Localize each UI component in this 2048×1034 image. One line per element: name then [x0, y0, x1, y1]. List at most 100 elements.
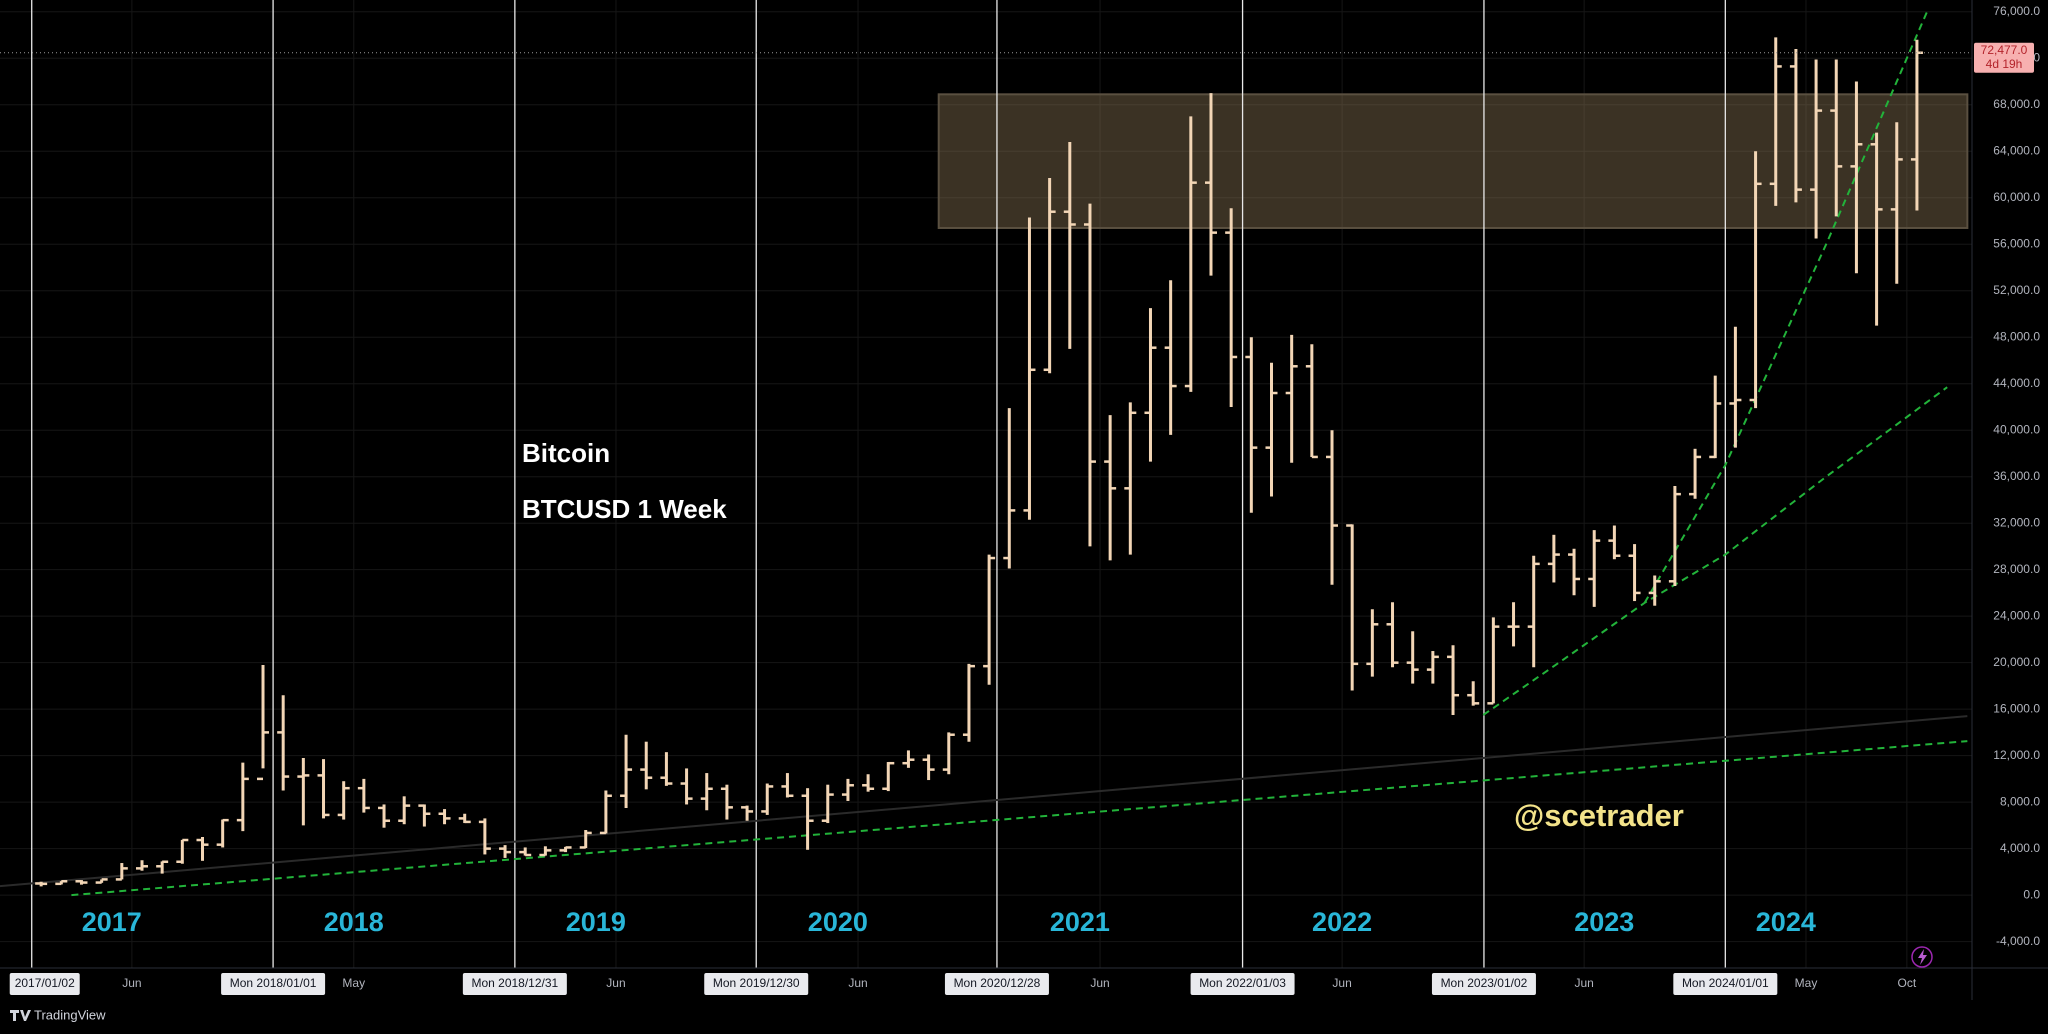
y-tick-label: 12,000.0 — [1993, 748, 2040, 762]
ohlc-bar — [841, 778, 854, 801]
x-tick-label: Jun — [122, 976, 141, 990]
x-tick-label: Jun — [1332, 976, 1351, 990]
period-label-box — [1431, 973, 1536, 995]
x-tick-label: Oct — [1898, 976, 1917, 990]
period-label: Mon 2018/01/01 — [230, 976, 317, 990]
y-tick-label: 44,000.0 — [1993, 376, 2040, 390]
ohlc-bar — [821, 784, 834, 824]
ohlc-bar — [680, 768, 693, 805]
ohlc-bar — [35, 881, 48, 887]
ohlc-bar — [1709, 375, 1722, 459]
ohlc-bar — [660, 752, 673, 786]
x-tick-label: May — [1795, 976, 1818, 990]
trendline — [0, 715, 1968, 888]
ohlc-bar — [1366, 609, 1379, 677]
ohlc-bar — [135, 860, 148, 871]
ohlc-bar — [741, 805, 754, 821]
x-tick-label: Jun — [1090, 976, 1109, 990]
ohlc-bar — [1588, 530, 1601, 607]
y-tick-label: 60,000.0 — [1993, 190, 2040, 204]
y-tick-label: 36,000.0 — [1993, 469, 2040, 483]
ohlc-bar — [1830, 59, 1843, 217]
x-tick-label: Jun — [606, 976, 625, 990]
ohlc-bar — [1689, 448, 1702, 499]
ohlc-bar — [1729, 326, 1742, 448]
ohlc-bar — [1487, 617, 1500, 705]
y-tick-label: 32,000.0 — [1993, 515, 2040, 529]
ohlc-bar — [277, 695, 290, 791]
ohlc-bar — [942, 732, 955, 775]
ohlc-bar — [902, 750, 915, 768]
ohlc-bar — [1568, 548, 1581, 596]
period-label-box — [1190, 973, 1295, 995]
ohlc-bar — [519, 847, 532, 857]
ohlc-bar — [962, 663, 975, 742]
alert-icon[interactable] — [1911, 946, 1933, 968]
y-tick-label: 64,000.0 — [1993, 143, 2040, 157]
period-label-box — [1673, 973, 1778, 995]
year-label: 2024 — [1756, 907, 1816, 937]
y-tick-label: 56,000.0 — [1993, 236, 2040, 250]
ohlc-bar — [983, 554, 996, 685]
ohlc-bar — [882, 761, 895, 792]
author-handle: @scetrader — [1514, 798, 1684, 833]
last-price-label: 72,477.0 — [1981, 43, 2028, 57]
ohlc-bar — [862, 774, 875, 792]
ohlc-bar — [720, 784, 733, 820]
period-label-box — [704, 973, 809, 995]
y-tick-label: 40,000.0 — [1993, 422, 2040, 436]
ohlc-bar — [1870, 132, 1883, 326]
y-tick-label: 52,000.0 — [1993, 283, 2040, 297]
ohlc-bar — [398, 796, 411, 825]
ohlc-bar — [539, 846, 552, 857]
ohlc-bar — [1648, 575, 1661, 606]
period-label: Mon 2019/12/30 — [713, 976, 800, 990]
ohlc-bar — [196, 836, 209, 861]
overlay: -4,000.0 0.0 4,000.0 8,000.0 12,000.0 16,000.… — [9, 4, 2040, 995]
year-label: 2020 — [808, 907, 868, 937]
ohlc-bar — [1547, 534, 1560, 583]
trendline — [1643, 11, 1928, 604]
period-label-box — [944, 973, 1049, 995]
year-label: 2019 — [566, 907, 626, 937]
period-label: Mon 2018/12/31 — [471, 976, 558, 990]
ohlc-bar — [418, 804, 431, 827]
ohlc-bar — [1346, 524, 1359, 691]
ohlc-bar — [156, 860, 169, 874]
ohlc-bar — [257, 664, 270, 781]
ohlc-bar — [559, 846, 572, 853]
ohlc-bar — [1850, 81, 1863, 274]
y-tick-label: 8,000.0 — [2000, 794, 2040, 808]
ohlc-bar — [1083, 203, 1096, 547]
symbol-interval: BTCUSD 1 Week — [522, 494, 727, 524]
y-tick-label: 0.0 — [2023, 887, 2040, 901]
ohlc-bar — [599, 790, 612, 835]
ohlc-bar — [1890, 122, 1903, 284]
ohlc-bar — [357, 778, 370, 813]
period-label: Mon 2020/12/28 — [954, 976, 1041, 990]
ohlc-bar — [1608, 525, 1621, 560]
ohlc-bar — [1225, 208, 1238, 407]
ohlc-bar — [236, 762, 249, 832]
branding[interactable]: TradingView — [10, 1007, 106, 1022]
year-label: 2018 — [324, 907, 384, 937]
ohlc-bar — [801, 788, 814, 850]
y-tick-label: 28,000.0 — [1993, 562, 2040, 576]
ohlc-bar — [1124, 402, 1137, 555]
y-tick-label: 4,000.0 — [2000, 841, 2040, 855]
ohlc-bar — [1043, 178, 1056, 374]
ohlc-bar — [1003, 408, 1016, 569]
ohlc-bar — [55, 880, 68, 886]
resistance-zone — [937, 93, 1969, 229]
ohlc-bar — [1204, 93, 1217, 276]
period-label-box — [221, 973, 326, 995]
ohlc-bar — [478, 818, 491, 855]
y-tick-label: 24,000.0 — [1993, 608, 2040, 622]
x-tick-label: Jun — [848, 976, 867, 990]
ohlc-bar — [1164, 280, 1177, 435]
brand-logo — [10, 1010, 31, 1021]
ohlc-bar — [1326, 430, 1339, 585]
symbol-name: Bitcoin — [522, 438, 610, 468]
